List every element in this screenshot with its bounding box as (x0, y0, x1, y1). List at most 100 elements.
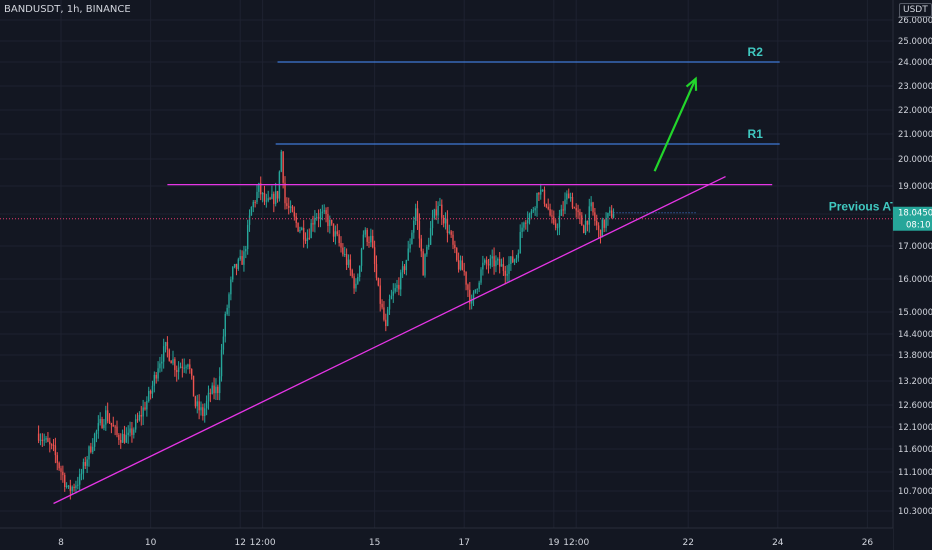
candle-body (88, 446, 90, 460)
last-price-tag (893, 206, 932, 231)
candle-body (370, 235, 372, 243)
price-tick-label: 13.2000 (898, 377, 932, 387)
candle-body (183, 367, 185, 369)
candle-body (403, 266, 406, 271)
candle-body (133, 429, 135, 435)
candle-body (323, 210, 325, 212)
candle-body (181, 366, 184, 368)
candle-body (95, 430, 98, 434)
candle-body (528, 213, 531, 221)
candle-body (418, 220, 421, 239)
candle-body (293, 211, 296, 217)
time-tick-label: 12:00 (250, 538, 276, 548)
candle-body (64, 475, 66, 487)
candle-body (512, 256, 514, 263)
candle-body (383, 307, 385, 320)
price-tick-label: 14.4000 (898, 330, 932, 340)
candle-body (86, 459, 88, 466)
candle-body (39, 439, 42, 441)
candle-body (498, 259, 501, 267)
candle-body (204, 408, 206, 416)
candle-body (482, 262, 484, 270)
candle-body (254, 201, 256, 203)
candle-body (314, 217, 316, 225)
candle-body (489, 258, 492, 266)
candle-body (306, 237, 309, 241)
candle-body (433, 209, 436, 218)
candle-body (101, 419, 103, 429)
candle-body (112, 424, 114, 427)
candle-body (360, 248, 363, 266)
candle-body (297, 222, 299, 232)
candle-body (316, 217, 318, 219)
candle-body (607, 212, 609, 218)
candle-body (521, 227, 523, 232)
candle-body (422, 251, 424, 276)
candle-body (452, 234, 454, 245)
candle-body (530, 211, 533, 214)
price-tick-label: 23.0000 (898, 82, 932, 92)
candle-body (265, 200, 268, 202)
candle-body (239, 256, 241, 260)
candle-body (166, 342, 169, 350)
price-axis-bg (893, 0, 932, 550)
candle-body (390, 295, 393, 299)
candle-body (196, 401, 198, 407)
candle-body (161, 361, 163, 364)
candle-body (332, 223, 335, 237)
candle-body (381, 303, 383, 308)
candle-body (411, 232, 413, 245)
time-tick-label: 19 (548, 538, 560, 548)
candle-body (176, 370, 178, 372)
candle-body (269, 198, 271, 200)
candle-body (69, 485, 72, 492)
candle-body (202, 407, 204, 416)
candle-body (357, 277, 359, 284)
candle-body (106, 410, 109, 422)
candle-body (177, 367, 180, 372)
price-tick-label: 13.8000 (898, 351, 932, 361)
price-tick-label: 16.0000 (898, 275, 932, 285)
candle-body (588, 206, 590, 225)
candle-body (457, 260, 460, 270)
candle-body (467, 284, 469, 290)
candle-body (217, 386, 219, 394)
candle-body (228, 294, 230, 308)
candle-body (338, 234, 340, 243)
candle-body (168, 349, 170, 361)
candle-body (386, 309, 389, 326)
candle-body (41, 439, 44, 441)
candle-body (245, 249, 247, 252)
candle-body (282, 151, 284, 183)
candle-body (526, 220, 529, 224)
candle-body (549, 208, 551, 216)
candle-body (553, 216, 555, 224)
candle-body (317, 217, 320, 219)
candle-body (506, 273, 508, 276)
time-tick-label: 15 (369, 538, 380, 548)
candle-body (185, 366, 187, 368)
candle-body (280, 151, 282, 172)
candle-body (487, 264, 490, 266)
candle-body (400, 272, 402, 290)
candle-body (99, 419, 101, 424)
candle-body (312, 223, 314, 225)
price-tick-label: 19.0000 (898, 182, 932, 192)
candle-body (116, 426, 118, 435)
candle-body (502, 264, 505, 271)
candle-body (84, 462, 86, 466)
candle-body (330, 219, 333, 224)
candle-body (43, 439, 45, 441)
symbol-title: BANDUSDT, 1h, BINANCE (4, 4, 131, 15)
candle-body (276, 191, 279, 199)
candle-body (362, 234, 365, 249)
time-tick-label: 8 (58, 538, 64, 548)
candle-body (131, 428, 133, 435)
candle-body (450, 231, 452, 235)
currency-badge[interactable]: USDT (899, 3, 932, 17)
candle-body (413, 220, 415, 233)
price-tick-label: 22.0000 (898, 106, 932, 116)
candle-body (599, 229, 602, 238)
candle-body (345, 254, 348, 265)
